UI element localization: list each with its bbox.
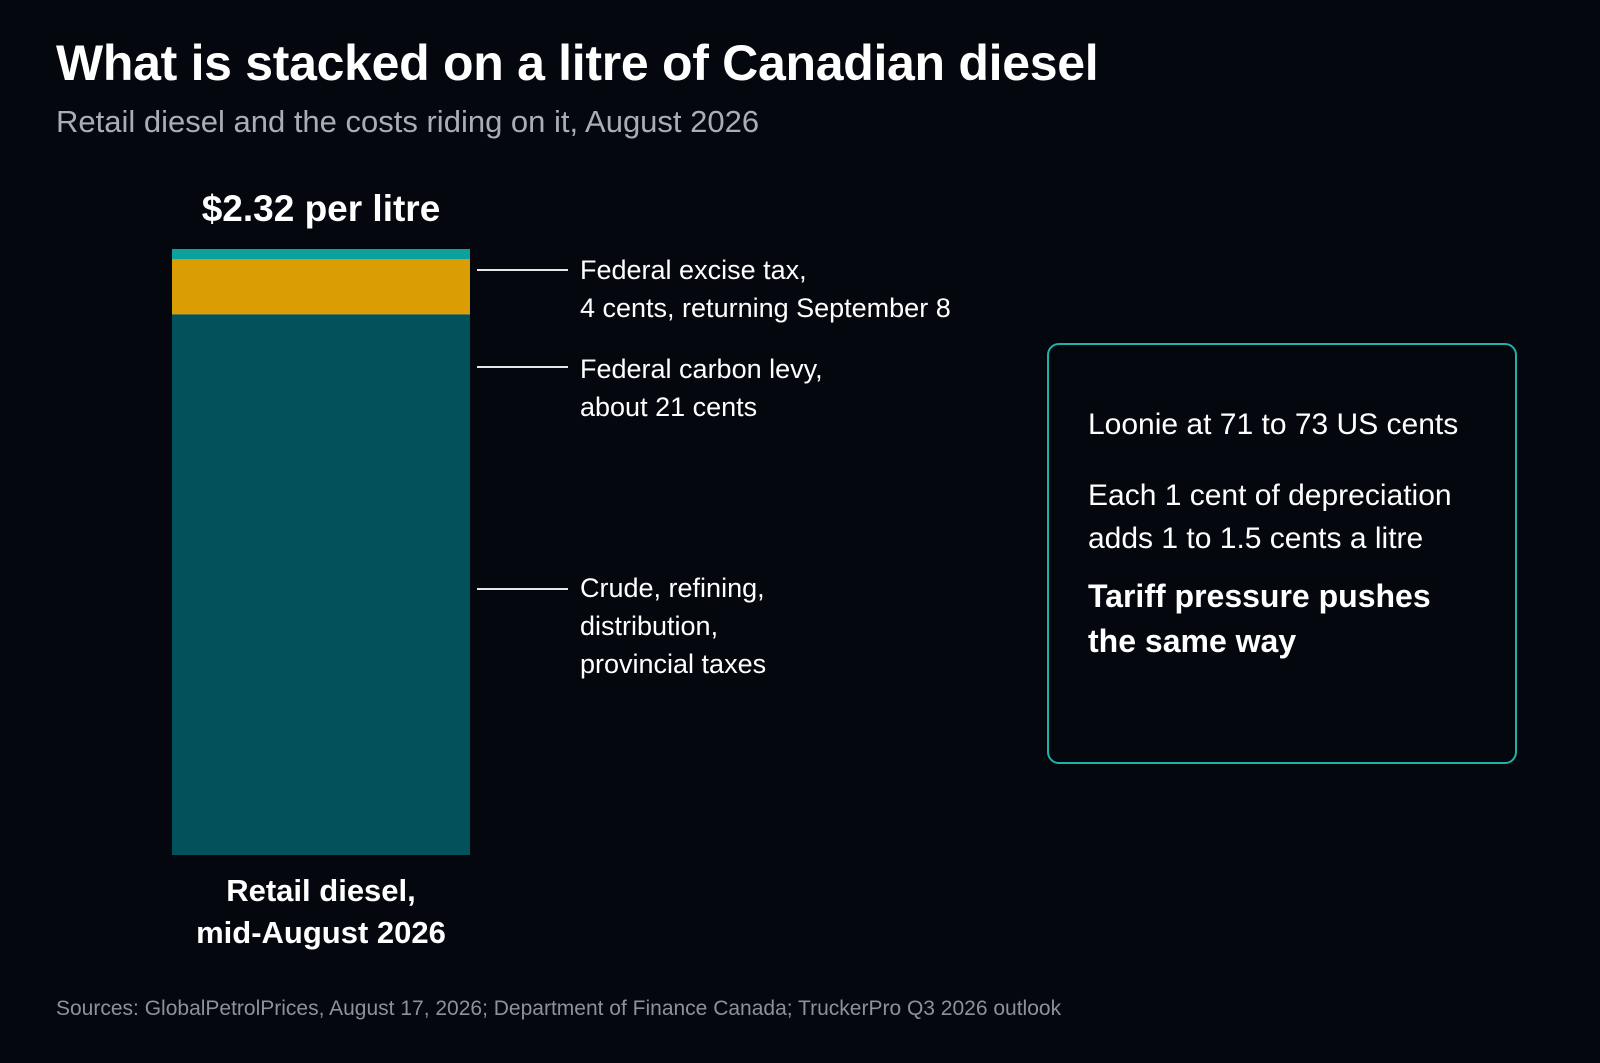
bar-total-label: $2.32 per litre [201,188,441,229]
bar-segment-crude-refining [172,314,470,855]
bar-segment-carbon-levy [172,259,470,315]
x-category-label: Retail diesel, mid-August 2026 [196,873,446,950]
callout-loonie-text: Loonie at 71 to 73 US cents [1088,408,1459,441]
callout-tariff-text: Tariff pressure pushes the same way [1088,578,1431,659]
chart-title: What is stacked on a litre of Canadian d… [56,35,1099,91]
bar-segment-excise-tax [172,249,470,260]
chart-subtitle: Retail diesel and the costs riding on it… [56,104,760,139]
callout-depreciation-text: Each 1 cent of depreciation adds 1 to 1.5… [1088,479,1452,555]
segment-label-crude-refining: Crude, refining, distribution, provincial … [580,573,767,679]
segment-label-excise-tax: Federal excise tax, 4 cents, returning Se… [580,255,951,323]
sources-footnote: Sources: GlobalPetrolPrices, August 17, … [56,997,1062,1020]
currency-callout-box: Loonie at 71 to 73 US cents Each 1 cent … [1047,343,1517,764]
segment-label-carbon-levy: Federal carbon levy, about 21 cents [580,354,823,422]
